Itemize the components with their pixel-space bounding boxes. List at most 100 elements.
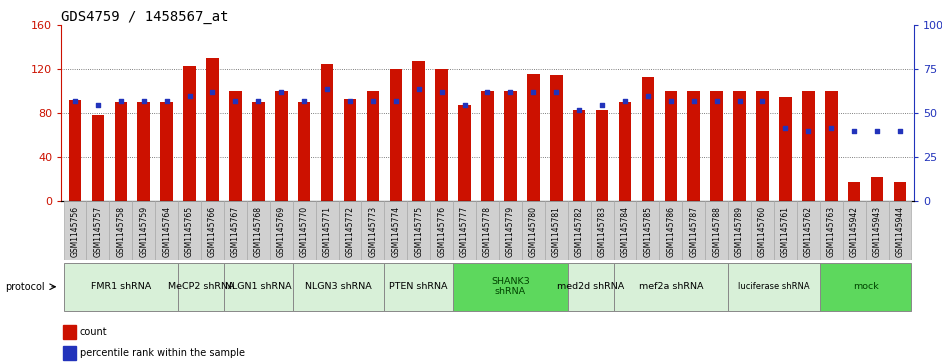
Bar: [458, 105, 471, 201]
Bar: [63, 263, 178, 311]
Text: GSM1145785: GSM1145785: [643, 206, 653, 257]
Text: GSM1145762: GSM1145762: [804, 206, 813, 257]
Point: [319, 86, 334, 92]
Bar: [178, 263, 224, 311]
Bar: [63, 201, 87, 260]
Point: [297, 98, 312, 104]
Point: [274, 89, 289, 95]
Text: GSM1145942: GSM1145942: [850, 206, 859, 257]
Text: GSM1145943: GSM1145943: [872, 206, 882, 257]
Text: GSM1145766: GSM1145766: [208, 206, 217, 257]
Bar: [430, 201, 453, 260]
Point: [869, 128, 885, 134]
Text: MeCP2 shRNA: MeCP2 shRNA: [168, 282, 235, 291]
Point: [68, 98, 83, 104]
Text: GSM1145782: GSM1145782: [575, 206, 584, 257]
Point: [755, 98, 770, 104]
Bar: [797, 201, 820, 260]
Point: [709, 98, 724, 104]
Text: GSM1145773: GSM1145773: [368, 206, 378, 257]
Point: [182, 93, 197, 99]
Text: SHANK3
shRNA: SHANK3 shRNA: [491, 277, 529, 297]
Bar: [642, 77, 654, 201]
Text: GSM1145789: GSM1145789: [735, 206, 744, 257]
Bar: [613, 201, 637, 260]
Bar: [825, 91, 837, 201]
Bar: [550, 75, 562, 201]
Bar: [453, 263, 568, 311]
Point: [801, 128, 816, 134]
Text: count: count: [80, 327, 107, 337]
Text: GSM1145769: GSM1145769: [277, 206, 285, 257]
Point: [113, 98, 128, 104]
Bar: [728, 263, 820, 311]
Point: [617, 98, 632, 104]
Point: [137, 98, 152, 104]
Bar: [894, 182, 906, 201]
Bar: [206, 58, 219, 201]
Text: GSM1145787: GSM1145787: [690, 206, 698, 257]
Bar: [591, 201, 613, 260]
Bar: [321, 64, 333, 201]
Bar: [733, 91, 746, 201]
Bar: [201, 201, 224, 260]
Text: GSM1145781: GSM1145781: [552, 206, 560, 257]
Bar: [522, 201, 544, 260]
Text: GSM1145756: GSM1145756: [71, 206, 79, 257]
Bar: [87, 201, 109, 260]
Bar: [293, 263, 384, 311]
Point: [663, 98, 678, 104]
Point: [365, 98, 381, 104]
Text: GSM1145767: GSM1145767: [231, 206, 240, 257]
Bar: [499, 201, 522, 260]
Bar: [63, 325, 75, 339]
Text: GSM1145760: GSM1145760: [758, 206, 767, 257]
Bar: [178, 201, 201, 260]
Bar: [338, 201, 362, 260]
Bar: [751, 201, 774, 260]
Text: NLGN1 shRNA: NLGN1 shRNA: [225, 282, 292, 291]
Bar: [595, 110, 609, 201]
Text: GSM1145944: GSM1145944: [896, 206, 904, 257]
Bar: [802, 91, 815, 201]
Text: PTEN shRNA: PTEN shRNA: [389, 282, 448, 291]
Text: GSM1145778: GSM1145778: [483, 206, 492, 257]
Bar: [269, 201, 293, 260]
Point: [90, 102, 106, 107]
Bar: [366, 91, 380, 201]
Text: GSM1145774: GSM1145774: [391, 206, 400, 257]
Text: GSM1145758: GSM1145758: [116, 206, 125, 257]
Text: GSM1145771: GSM1145771: [322, 206, 332, 257]
Text: GSM1145765: GSM1145765: [185, 206, 194, 257]
Text: GSM1145757: GSM1145757: [93, 206, 103, 257]
Text: protocol: protocol: [5, 282, 44, 292]
Bar: [252, 102, 265, 201]
Text: GSM1145784: GSM1145784: [621, 206, 629, 257]
Bar: [413, 61, 425, 201]
Bar: [247, 201, 269, 260]
Text: NLGN3 shRNA: NLGN3 shRNA: [305, 282, 372, 291]
Bar: [109, 201, 132, 260]
Point: [847, 128, 862, 134]
Bar: [293, 201, 316, 260]
Bar: [91, 115, 105, 201]
Bar: [848, 182, 860, 201]
Point: [228, 98, 243, 104]
Point: [503, 89, 518, 95]
Bar: [384, 201, 407, 260]
Text: GSM1145776: GSM1145776: [437, 206, 447, 257]
Bar: [384, 263, 453, 311]
Point: [778, 125, 793, 130]
Bar: [316, 201, 338, 260]
Bar: [115, 102, 127, 201]
Text: GSM1145777: GSM1145777: [460, 206, 469, 257]
Text: GSM1145788: GSM1145788: [712, 206, 722, 257]
Bar: [619, 102, 631, 201]
Point: [526, 89, 541, 95]
Text: luciferase shRNA: luciferase shRNA: [739, 282, 810, 291]
Point: [412, 86, 427, 92]
Bar: [453, 201, 476, 260]
Text: FMR1 shRNA: FMR1 shRNA: [90, 282, 151, 291]
Point: [686, 98, 701, 104]
Point: [892, 128, 907, 134]
